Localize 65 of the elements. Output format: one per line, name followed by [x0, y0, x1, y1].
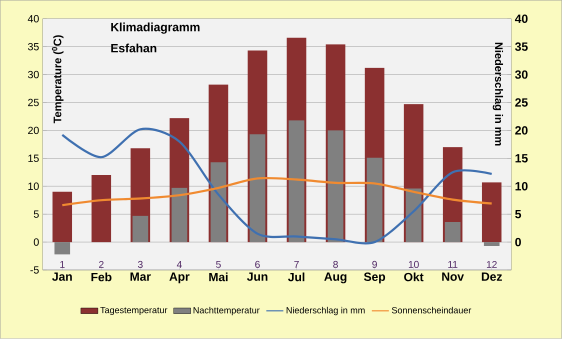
bar: [484, 242, 500, 246]
y2-tick-label: 35: [515, 42, 528, 52]
bar: [366, 158, 382, 242]
y-tick-label: 25: [28, 98, 39, 106]
x-tick-label: Dez: [482, 272, 502, 281]
y-tick-label: 10: [28, 182, 39, 190]
chart-title: Klimadiagramm: [111, 22, 200, 34]
x-tick-label: Sep: [364, 272, 386, 284]
y-tick-label: 40: [28, 15, 39, 23]
bar: [482, 182, 502, 242]
legend-label: Niederschlag in mm: [286, 306, 365, 316]
text: Esfahan: [111, 44, 156, 53]
y2-tick-label: 20: [515, 126, 528, 135]
y2-tick-label: 5: [515, 210, 522, 218]
annotation: 10: [408, 261, 419, 268]
bar: [210, 162, 226, 242]
x-tick-label: Mai: [209, 272, 228, 282]
x-tick-label: Feb: [91, 272, 112, 282]
y2-axis-title: Niederschlag in mm: [492, 42, 504, 146]
annotation: 5: [216, 261, 221, 268]
bar: [328, 130, 344, 242]
x-tick-label: Jun: [247, 272, 268, 281]
y2-tick-label: 0: [515, 238, 521, 246]
bar: [172, 188, 188, 242]
x-tick-label: Jan: [52, 272, 72, 281]
y-tick-label: 20: [28, 126, 39, 134]
line-series: [61, 177, 493, 206]
y-tick-label: 15: [28, 154, 39, 162]
y-tick-label: 0: [34, 238, 39, 246]
x-tick-label: Aug: [324, 272, 346, 284]
x-tick-label: Apr: [169, 272, 190, 284]
annotation: 4: [176, 261, 182, 268]
annotation: 11: [448, 261, 458, 268]
legend-label: Sonnenscheindauer: [392, 306, 472, 314]
y-tick-label: 35: [28, 43, 39, 50]
y2-tick-label: 15: [516, 154, 528, 163]
bar: [52, 192, 72, 242]
y2-tick-label: 40: [514, 14, 528, 24]
y-tick-label: 5: [34, 210, 39, 218]
y2-tick-label: 25: [515, 98, 528, 107]
bar: [444, 222, 460, 242]
y-tick-label: 30: [28, 70, 39, 78]
x-tick-label: Jul: [288, 272, 304, 282]
x-tick-label: Okt: [404, 272, 424, 282]
y-tick-label: -5: [30, 266, 39, 274]
legend-label: Tagestemperatur: [100, 307, 168, 316]
x-tick-label: Nov: [442, 272, 464, 281]
annotation: 3: [138, 261, 143, 268]
annotation: 8: [333, 261, 338, 268]
bar: [92, 175, 112, 242]
annotation: 9: [372, 261, 377, 268]
legend-label: Nachttemperatur: [194, 306, 260, 316]
annotation: 12: [486, 261, 497, 268]
bar: [288, 120, 304, 242]
y-axis-title: Temperature ($^{0}$C): [52, 35, 64, 124]
annotation: 6: [255, 261, 260, 268]
bar: [132, 216, 148, 242]
x-tick-label: Mar: [130, 272, 151, 281]
y2-tick-label: 30: [515, 70, 528, 79]
annotation: 7: [294, 261, 299, 268]
annotation: 2: [99, 261, 104, 268]
bar: [250, 134, 266, 242]
annotation: 1: [60, 261, 65, 268]
y2-tick-label: 10: [516, 182, 528, 191]
bar: [54, 242, 70, 254]
